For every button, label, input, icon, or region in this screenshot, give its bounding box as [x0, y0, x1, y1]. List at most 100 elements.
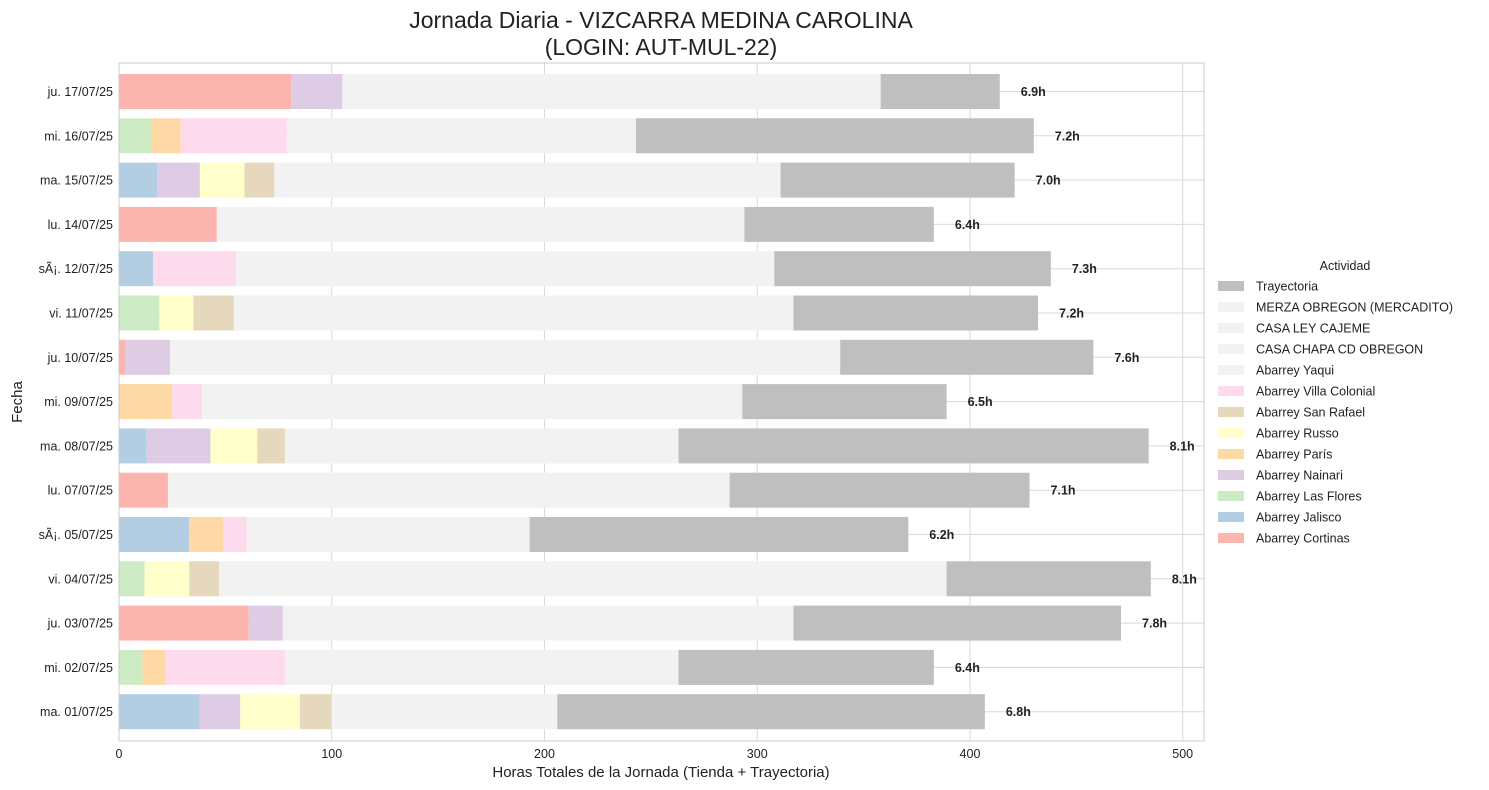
- y-tick-label: lu. 07/07/25: [48, 484, 113, 498]
- y-tick-label: vi. 11/07/25: [49, 307, 113, 321]
- bar-segment: Abarrey San Rafael: [257, 428, 285, 464]
- y-tick-label: sÃ¡. 05/07/25: [39, 528, 113, 542]
- bar-segment: Abarrey Yaqui: [287, 118, 636, 154]
- bar-segment: Abarrey Jalisco: [119, 694, 200, 730]
- bar-segment: Trayectoria: [793, 605, 1122, 641]
- legend-label: CASA LEY CAJEME: [1256, 322, 1370, 336]
- bar-segment: Abarrey Villa Colonial: [153, 251, 237, 287]
- bar-segment: Abarrey Russo: [144, 561, 190, 597]
- x-tick-labels: 0 100 200 300 400 500: [116, 747, 1194, 761]
- bar-segment: Abarrey Jalisco: [119, 428, 147, 464]
- bar-segment: Abarrey Cortinas: [119, 74, 292, 109]
- y-axis-label: Fecha: [9, 381, 26, 423]
- y-tick-labels: ju. 17/07/25 mi. 16/07/25 ma. 15/07/25 lu. …: [39, 85, 113, 719]
- x-tick-label: 100: [321, 747, 342, 761]
- bar-segment: Trayectoria: [678, 649, 934, 685]
- legend-swatch: [1218, 344, 1244, 354]
- bar-segment: Trayectoria: [744, 206, 934, 242]
- bar-segment: Trayectoria: [678, 428, 1149, 464]
- bar-segment: Abarrey Russo: [210, 428, 258, 464]
- bar-segment: Trayectoria: [529, 517, 909, 552]
- bar-segment: Trayectoria: [729, 472, 1030, 508]
- bar-segment: Abarrey Yaqui: [216, 206, 745, 242]
- bar-segment: Abarrey Las Flores: [119, 649, 143, 685]
- bar-total-label: 6.5h: [968, 395, 993, 409]
- x-tick-label: 200: [534, 747, 555, 761]
- bar-segment: Abarrey Cortinas: [119, 472, 168, 508]
- legend-swatch: [1218, 470, 1244, 480]
- chart-subtitle: (LOGIN: AUT-MUL-22): [545, 34, 778, 60]
- legend-swatch: [1218, 512, 1244, 522]
- bar-segment: Trayectoria: [774, 251, 1051, 287]
- legend-label: MERZA OBREGON (MERCADITO): [1256, 301, 1453, 315]
- bar-segment: Abarrey Yaqui: [201, 384, 743, 420]
- legend-swatch: [1218, 428, 1244, 438]
- bar-segment: Abarrey Yaqui: [167, 472, 730, 508]
- bar-segment: Abarrey Yaqui: [284, 649, 679, 685]
- bar-segment: Abarrey Jalisco: [119, 517, 190, 552]
- y-tick-label: ju. 03/07/25: [47, 617, 113, 631]
- bar-segment: Abarrey Yaqui: [331, 694, 558, 730]
- legend-swatch: [1218, 365, 1244, 375]
- x-tick-label: 300: [747, 747, 768, 761]
- bar-total-label: 6.2h: [929, 528, 954, 542]
- bar-segment: Abarrey Las Flores: [119, 295, 160, 331]
- legend-label: Abarrey Russo: [1256, 427, 1339, 441]
- y-tick-label: lu. 14/07/25: [48, 218, 113, 232]
- bar-segment: Trayectoria: [742, 384, 947, 420]
- bar-segment: Abarrey San Rafael: [189, 561, 219, 597]
- bar-total-label: 7.8h: [1142, 617, 1167, 631]
- bar-total-label: 7.0h: [1036, 174, 1061, 188]
- bar-segment: Abarrey Yaqui: [236, 251, 775, 287]
- bar-segment: Abarrey Yaqui: [233, 295, 794, 331]
- y-tick-label: mi. 02/07/25: [44, 661, 113, 675]
- bar-segment: Abarrey Yaqui: [170, 339, 841, 375]
- bar-total-label: 8.1h: [1172, 572, 1197, 586]
- bar-total-label: 8.1h: [1170, 439, 1195, 453]
- bar-total-label: 7.1h: [1051, 484, 1076, 498]
- y-tick-label: ma. 15/07/25: [40, 174, 113, 188]
- x-axis-label: Horas Totales de la Jornada (Tienda + Tr…: [492, 764, 829, 781]
- bar-total-label: 7.2h: [1055, 129, 1080, 143]
- bar-total-label: 6.8h: [1006, 705, 1031, 719]
- bar-segment: Abarrey Yaqui: [218, 561, 947, 597]
- bar-segment: Trayectoria: [557, 694, 985, 730]
- legend-swatch: [1218, 386, 1244, 396]
- bar-total-label: 7.2h: [1059, 307, 1084, 321]
- bar-segment: Abarrey Nainari: [125, 339, 171, 375]
- bar-segment: Abarrey San Rafael: [193, 295, 234, 331]
- bar-segment: Abarrey Russo: [199, 162, 245, 198]
- legend-swatch: [1218, 323, 1244, 333]
- bar-segment: Abarrey Russo: [240, 694, 300, 730]
- y-tick-label: ju. 10/07/25: [47, 351, 113, 365]
- bar-segment: Abarrey Yaqui: [342, 74, 881, 109]
- bar-segment: Abarrey Nainari: [291, 74, 343, 109]
- bar-segment: Abarrey Nainari: [157, 162, 200, 198]
- legend-label: CASA CHAPA CD OBREGON: [1256, 343, 1423, 357]
- bar-segment: Abarrey Cortinas: [119, 339, 126, 375]
- legend-title: Actividad: [1320, 259, 1371, 273]
- x-tick-label: 0: [116, 747, 123, 761]
- legend-label: Abarrey Jalisco: [1256, 511, 1341, 525]
- bar-segment: Abarrey Nainari: [146, 428, 211, 464]
- legend-label: Abarrey Las Flores: [1256, 490, 1362, 504]
- bar-segment: Trayectoria: [946, 561, 1151, 597]
- legend: Trayectoria MERZA OBREGON (MERCADITO) CASA…: [1218, 280, 1453, 546]
- bar-segment: Abarrey París: [119, 384, 173, 420]
- bar-total-label: 7.3h: [1072, 262, 1097, 276]
- y-tick-label: mi. 09/07/25: [44, 395, 113, 409]
- x-tick-label: 400: [960, 747, 981, 761]
- legend-label: Trayectoria: [1256, 280, 1318, 294]
- bar-segment: Abarrey París: [189, 517, 224, 552]
- plot-frame: [118, 62, 1205, 742]
- bar-segment: Abarrey Villa Colonial: [223, 517, 247, 552]
- bar-total-label: 6.4h: [955, 661, 980, 675]
- chart-title: Jornada Diaria - VIZCARRA MEDINA CAROLIN…: [409, 7, 913, 33]
- legend-swatch: [1218, 302, 1244, 312]
- bar-segment: Abarrey Cortinas: [119, 605, 249, 641]
- bar-segment: Trayectoria: [880, 74, 1000, 109]
- bar-segment: Abarrey San Rafael: [299, 694, 332, 730]
- bar-segment: Abarrey Yaqui: [284, 428, 679, 464]
